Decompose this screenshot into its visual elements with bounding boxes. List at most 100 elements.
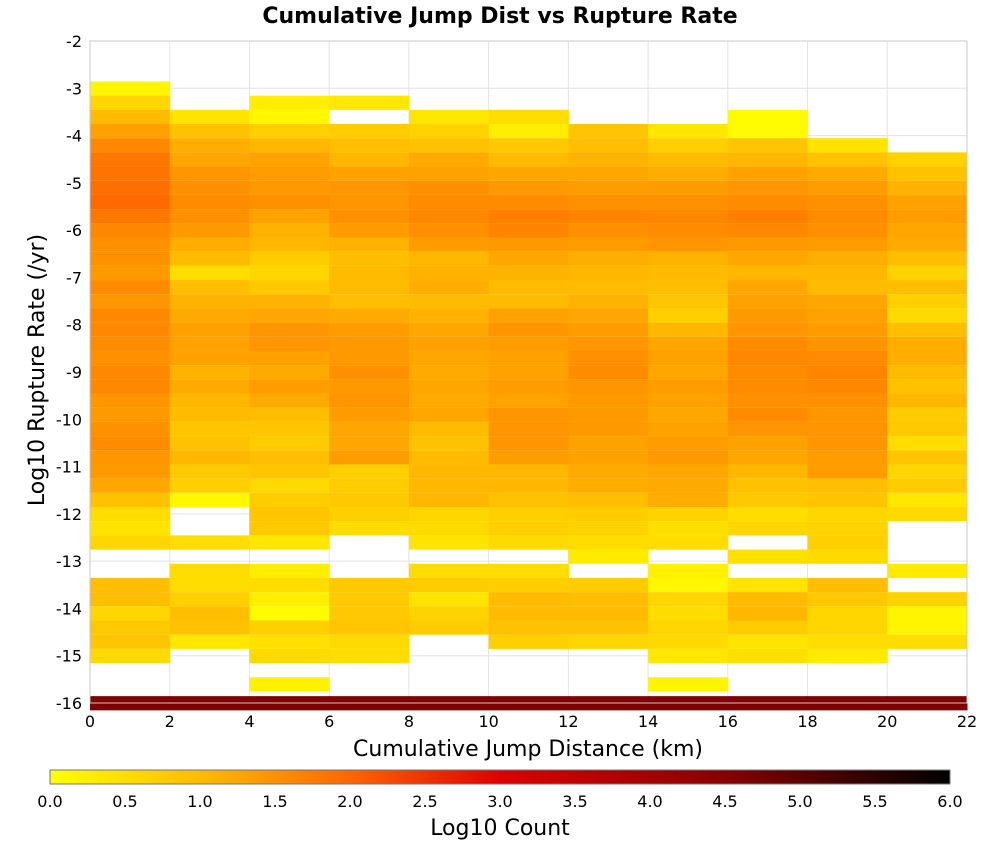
heatmap-cell — [329, 138, 410, 153]
heatmap-cell — [488, 109, 569, 125]
y-tick-label: -14 — [56, 599, 82, 618]
heatmap-cell — [169, 492, 250, 508]
colorbar-tick-label: 3.5 — [562, 792, 587, 811]
heatmap-cell — [488, 123, 569, 139]
heatmap-cell — [887, 478, 968, 493]
heatmap-cell — [408, 365, 490, 380]
heatmap-cell — [169, 194, 250, 210]
heatmap-cell — [408, 606, 490, 621]
heatmap-cell — [249, 152, 330, 167]
heatmap-cell — [329, 123, 410, 139]
heatmap-cell — [169, 152, 250, 167]
heatmap-cell — [90, 322, 171, 337]
y-tick-label: -3 — [66, 79, 82, 98]
x-axis-label: Cumulative Jump Distance (km) — [353, 737, 703, 762]
heatmap-cell — [249, 407, 330, 422]
heatmap-cell — [648, 194, 729, 210]
heatmap-cell — [169, 237, 250, 252]
heatmap-cell — [488, 620, 569, 635]
heatmap-cell — [249, 308, 330, 323]
heatmap-cell — [249, 492, 330, 508]
heatmap-cell — [727, 365, 809, 380]
heatmap-cell — [807, 180, 888, 195]
heatmap-cell — [648, 251, 729, 266]
x-tick-label: 20 — [877, 712, 897, 731]
heatmap-cell — [568, 251, 649, 266]
heatmap-cell — [488, 507, 569, 522]
heatmap-cell — [408, 166, 490, 181]
heatmap-cell — [488, 634, 569, 649]
heatmap-cell — [90, 535, 171, 550]
heatmap-cell — [568, 464, 649, 479]
heatmap-cell — [648, 265, 729, 281]
y-axis-ticks: -2 -3 -4 -5 -6 -7 -8 -9 -10 -11 -12 -13 -14 -15 -16 — [56, 32, 82, 713]
colorbar-tick-label: 5.5 — [862, 792, 887, 811]
heatmap-cell — [807, 294, 888, 309]
x-tick-label: 8 — [404, 712, 414, 731]
heatmap-cell — [329, 308, 410, 323]
heatmap-cell — [329, 577, 410, 593]
heatmap-cell — [169, 265, 250, 281]
heatmap-cell — [807, 152, 888, 167]
heatmap-cell — [249, 194, 330, 210]
heatmap-cell — [249, 138, 330, 153]
heatmap-cell — [488, 393, 569, 408]
heatmap-cell — [249, 294, 330, 309]
heatmap-cell — [887, 507, 968, 522]
heatmap-cell — [648, 577, 729, 593]
heatmap-cell — [807, 535, 888, 550]
heatmap-cell — [727, 478, 809, 493]
heatmap-cell — [329, 620, 410, 635]
heatmap-cell — [887, 421, 968, 437]
heatmap-cell — [329, 634, 410, 649]
heatmap-cell — [488, 421, 569, 437]
heatmap-cell — [169, 209, 250, 224]
heatmap-cell — [568, 336, 649, 351]
heatmap-cell — [568, 620, 649, 635]
heatmap-cell — [807, 648, 888, 664]
heatmap-cell — [90, 606, 171, 621]
heatmap-cell — [169, 166, 250, 181]
heatmap-cell — [90, 265, 171, 281]
heatmap-cell — [807, 436, 888, 451]
heatmap-cell — [648, 492, 729, 508]
heatmap-cell — [90, 166, 171, 181]
heatmap-cell — [568, 237, 649, 252]
x-tick-label: 14 — [638, 712, 658, 731]
heatmap-cell — [727, 507, 809, 522]
heatmap-cell — [90, 436, 171, 451]
heatmap-cell — [249, 209, 330, 224]
heatmap-cell — [648, 379, 729, 394]
heatmap-cell — [329, 606, 410, 621]
heatmap-cell — [329, 294, 410, 309]
heatmap-cell — [648, 152, 729, 167]
heatmap-cell — [329, 152, 410, 167]
heatmap-cell — [488, 407, 569, 422]
heatmap-cell — [887, 350, 968, 366]
heatmap-cell — [807, 350, 888, 366]
heatmap-cell — [887, 152, 968, 167]
heatmap-cell — [90, 464, 171, 479]
heatmap-cell — [648, 209, 729, 224]
heatmap-cell — [169, 577, 250, 593]
heatmap-cell — [408, 492, 490, 508]
heatmap-cell — [887, 265, 968, 281]
heatmap-cell — [568, 180, 649, 195]
heatmap-cell — [648, 478, 729, 493]
heatmap-cell — [90, 152, 171, 167]
heatmap-cell — [648, 563, 729, 578]
heatmap-cell — [568, 634, 649, 649]
heatmap-cell — [249, 379, 330, 394]
heatmap-cell — [727, 421, 809, 437]
heatmap-cell — [727, 436, 809, 451]
heatmap-cell — [169, 436, 250, 451]
heatmap-cell — [329, 95, 410, 110]
heatmap-cell — [727, 109, 809, 125]
heatmap-cell — [169, 634, 250, 649]
colorbar-tick-label: 6.0 — [937, 792, 962, 811]
heatmap-cell — [568, 421, 649, 437]
heatmap-cell — [249, 109, 330, 125]
heatmap-cell — [169, 620, 250, 635]
heatmap-cell — [807, 521, 888, 536]
heatmap-cells — [90, 81, 968, 711]
